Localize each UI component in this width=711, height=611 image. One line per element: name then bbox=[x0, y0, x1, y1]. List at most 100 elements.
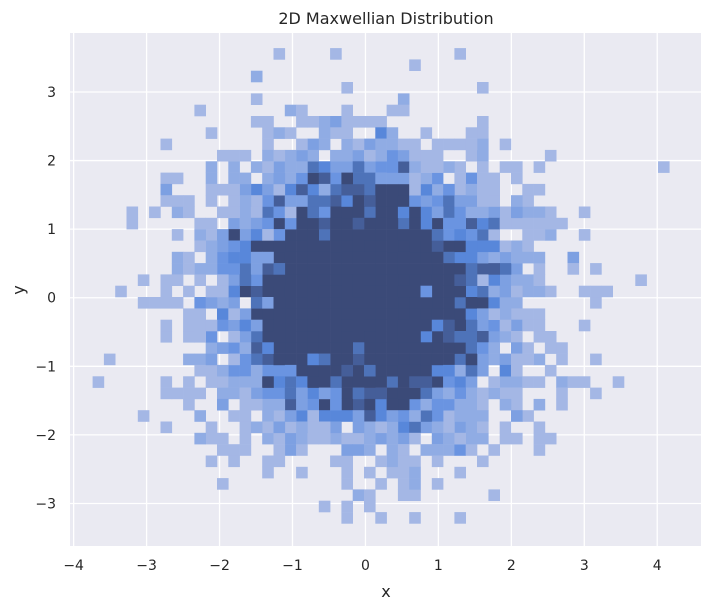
histogram-bin bbox=[273, 432, 286, 445]
histogram-bin bbox=[375, 478, 387, 490]
histogram-bin bbox=[205, 342, 218, 354]
histogram-bin bbox=[250, 364, 263, 377]
histogram-bin bbox=[375, 432, 387, 445]
histogram-bin bbox=[205, 183, 218, 196]
histogram-bin bbox=[409, 466, 421, 479]
histogram-bin bbox=[431, 376, 444, 388]
histogram-bin bbox=[228, 229, 240, 241]
histogram-bin bbox=[228, 206, 240, 219]
histogram-bin bbox=[296, 263, 308, 275]
histogram-bin bbox=[273, 217, 286, 230]
histogram-bin bbox=[443, 353, 455, 366]
histogram-bin bbox=[590, 285, 602, 298]
histogram-bin bbox=[443, 432, 455, 445]
histogram-bin bbox=[477, 195, 489, 207]
x-axis-label: x bbox=[381, 582, 390, 601]
histogram-bin bbox=[284, 308, 297, 320]
histogram-bin bbox=[386, 104, 399, 117]
histogram-bin bbox=[307, 353, 319, 366]
histogram-bin bbox=[364, 195, 376, 207]
histogram-bin bbox=[465, 138, 478, 151]
histogram-bin bbox=[250, 161, 263, 173]
histogram-bin bbox=[273, 127, 286, 139]
histogram-bin bbox=[250, 70, 263, 83]
histogram-bin bbox=[635, 274, 647, 286]
histogram-bin bbox=[375, 319, 387, 332]
histogram-bin bbox=[307, 116, 319, 128]
histogram-bin bbox=[262, 251, 274, 264]
histogram-bin bbox=[443, 308, 455, 320]
histogram-bin bbox=[386, 466, 399, 479]
histogram-bin bbox=[386, 229, 399, 241]
histogram-bin bbox=[341, 308, 353, 320]
histogram-bin bbox=[544, 285, 557, 298]
histogram-bin bbox=[454, 319, 466, 332]
histogram-bin bbox=[477, 285, 489, 298]
histogram-bin bbox=[273, 195, 286, 207]
histogram-bin bbox=[420, 263, 433, 275]
x-tick-label: 2 bbox=[507, 558, 516, 574]
histogram-bin bbox=[137, 274, 150, 286]
histogram-bin bbox=[431, 240, 444, 253]
histogram-bin bbox=[420, 398, 433, 411]
x-tick-label: −3 bbox=[136, 558, 157, 574]
histogram-bin bbox=[341, 353, 353, 366]
histogram-bin bbox=[341, 263, 353, 275]
histogram-bin bbox=[443, 398, 455, 411]
histogram-bin bbox=[397, 331, 410, 343]
histogram-bin bbox=[103, 353, 116, 366]
histogram-bin bbox=[477, 263, 489, 275]
histogram-bin bbox=[341, 127, 353, 139]
histogram-bin bbox=[397, 274, 410, 286]
histogram-bin bbox=[318, 398, 331, 411]
histogram-bin bbox=[217, 240, 229, 253]
histogram-bin bbox=[533, 161, 546, 173]
histogram-bin bbox=[183, 398, 195, 411]
histogram-bin bbox=[397, 319, 410, 332]
histogram-bin bbox=[262, 195, 274, 207]
histogram-bin bbox=[160, 285, 173, 298]
histogram-bin bbox=[126, 206, 139, 219]
histogram-bin bbox=[318, 138, 331, 151]
histogram-bin bbox=[341, 172, 353, 185]
histogram-bin bbox=[330, 172, 342, 185]
histogram-bin bbox=[307, 398, 319, 411]
histogram-bin bbox=[409, 297, 421, 309]
histogram-bin bbox=[284, 251, 297, 264]
histogram-bin bbox=[533, 229, 546, 241]
histogram-bin bbox=[318, 376, 331, 388]
histogram-bin bbox=[262, 319, 274, 332]
histogram-bin bbox=[511, 387, 523, 400]
histogram-bin bbox=[375, 421, 387, 434]
histogram-bin bbox=[194, 217, 206, 230]
histogram-bin bbox=[149, 206, 161, 219]
histogram-bin bbox=[330, 183, 342, 196]
x-tick-label: 1 bbox=[434, 558, 443, 574]
histogram-bin bbox=[375, 127, 387, 139]
histogram-bin bbox=[397, 432, 410, 445]
histogram-bin bbox=[217, 364, 229, 377]
histogram-bin bbox=[171, 172, 184, 185]
histogram-bin bbox=[307, 206, 319, 219]
histogram-bin bbox=[341, 331, 353, 343]
histogram-bin bbox=[205, 319, 218, 332]
histogram-bin bbox=[431, 161, 444, 173]
histogram-bin bbox=[307, 297, 319, 309]
histogram-bin bbox=[228, 353, 240, 366]
histogram-bin bbox=[465, 432, 478, 445]
x-tick-label: −1 bbox=[282, 558, 303, 574]
histogram-bin bbox=[273, 342, 286, 354]
histogram-bin bbox=[465, 297, 478, 309]
histogram-bin bbox=[511, 432, 523, 445]
histogram-bin bbox=[194, 308, 206, 320]
histogram-bin bbox=[364, 432, 376, 445]
histogram-bin bbox=[364, 161, 376, 173]
histogram-bin bbox=[239, 251, 252, 264]
histogram-bin bbox=[205, 217, 218, 230]
histogram-bin bbox=[352, 206, 365, 219]
histogram-bin bbox=[228, 183, 240, 196]
histogram-bin bbox=[488, 319, 500, 332]
histogram-bin bbox=[228, 331, 240, 343]
histogram-bin bbox=[296, 274, 308, 286]
histogram-bin bbox=[205, 353, 218, 366]
